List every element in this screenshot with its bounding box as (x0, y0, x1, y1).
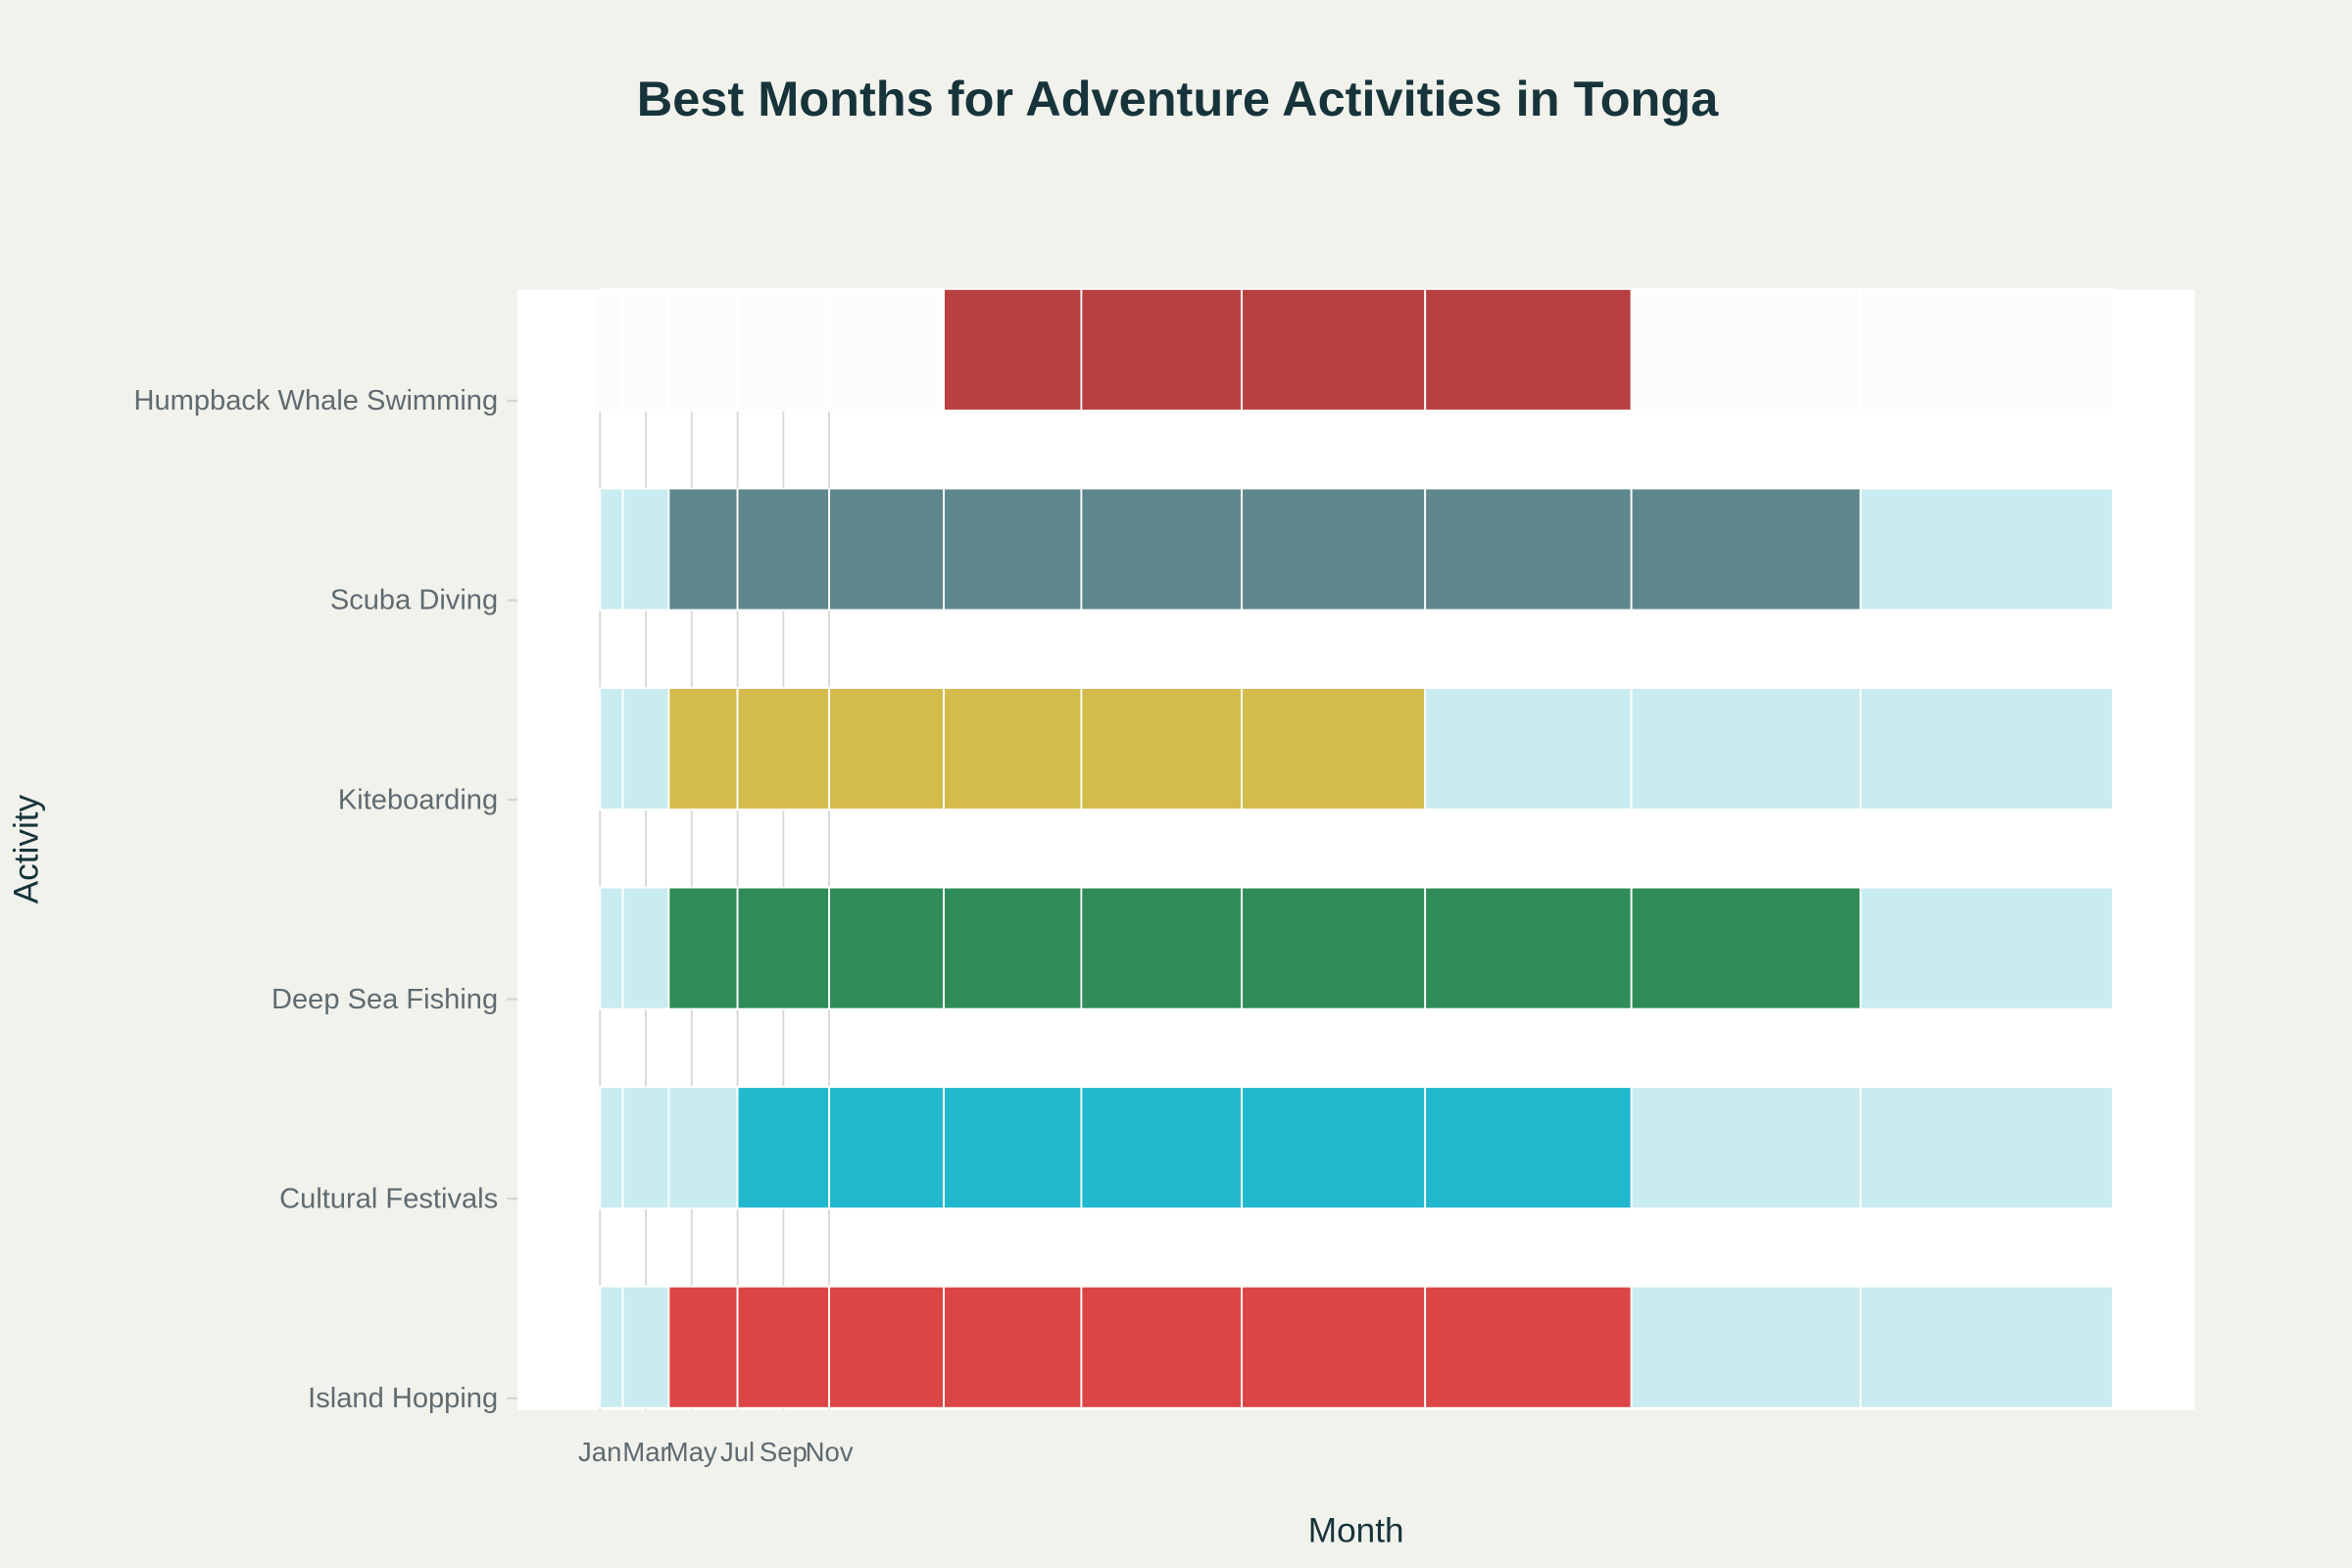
bar-segment-feb (599, 886, 624, 1010)
bar-segment-apr (667, 1285, 739, 1409)
bar-segment-oct (1424, 1086, 1633, 1210)
bar-segment-nov (1630, 1086, 1862, 1210)
bar-segment-jul (943, 287, 1083, 412)
bar-segment-aug (1080, 886, 1244, 1010)
y-axis-title: Activity (7, 794, 45, 904)
bar-segment-sep (1241, 687, 1427, 810)
bar-segment-mar (621, 287, 670, 412)
bar-segment-dec (1859, 687, 2114, 810)
bar-segment-oct (1424, 487, 1633, 612)
plot-background (517, 289, 2195, 1411)
bar-segment-mar (621, 487, 670, 612)
bar-segment-nov (1630, 1285, 1862, 1409)
x-tick-label: Nov (806, 1437, 854, 1467)
bar-segment-feb (599, 1285, 624, 1409)
bar-segment-sep (1241, 886, 1427, 1010)
bar-segment-aug (1080, 1285, 1244, 1409)
bar-segment-oct (1424, 687, 1633, 810)
x-tick-label: Jan (578, 1437, 621, 1467)
bar-segment-nov (1630, 487, 1862, 612)
bar-segment-apr (667, 487, 739, 612)
bar-segment-feb (599, 1086, 624, 1210)
bar-segment-feb (599, 687, 624, 810)
bar-segment-mar (621, 1285, 670, 1409)
bar-segment-nov (1630, 287, 1862, 412)
y-tick-label: Island Hopping (308, 1383, 498, 1414)
bar-segment-jul (943, 1086, 1083, 1210)
bar-segment-dec (1859, 886, 2114, 1010)
y-tick-label: Humpback Whale Swimming (133, 385, 498, 416)
bar-segment-apr (667, 886, 739, 1010)
bar-segment-nov (1630, 687, 1862, 810)
y-tick-label: Cultural Festivals (279, 1183, 498, 1214)
x-tick-label: Sep (760, 1437, 808, 1467)
y-tick-label: Kiteboarding (338, 784, 498, 815)
bar-segment-jun (828, 1285, 945, 1409)
chart-title: Best Months for Adventure Activities in … (637, 71, 1720, 126)
y-tick-label: Deep Sea Fishing (271, 984, 498, 1015)
bar-segment-jul (943, 886, 1083, 1010)
bar-segment-aug (1080, 487, 1244, 612)
bar-segment-oct (1424, 1285, 1633, 1409)
bar-segment-feb (599, 287, 624, 412)
bar-segment-aug (1080, 1086, 1244, 1210)
bar-segment-may (736, 487, 831, 612)
bar-segment-jun (828, 287, 945, 412)
bar-segment-jun (828, 886, 945, 1010)
bar-segment-jun (828, 1086, 945, 1210)
bar-segment-may (736, 287, 831, 412)
bar-segment-may (736, 687, 831, 810)
bar-segment-mar (621, 687, 670, 810)
bar-segment-apr (667, 1086, 739, 1210)
bar-segment-sep (1241, 487, 1427, 612)
bar-segment-dec (1859, 1285, 2114, 1409)
y-axis: Humpback Whale Swimming Scuba Diving Kiteb… (133, 385, 518, 1414)
bar-segment-apr (667, 687, 739, 810)
bar-segment-aug (1080, 287, 1244, 412)
bar-segment-may (736, 886, 831, 1010)
x-tick-label: Mar (622, 1437, 668, 1467)
bar-segment-apr (667, 287, 739, 412)
bar-segment-sep (1241, 287, 1427, 412)
bar-segment-dec (1859, 287, 2114, 412)
bar-segment-oct (1424, 287, 1633, 412)
bar-segment-mar (621, 1086, 670, 1210)
bar-segment-jun (828, 487, 945, 612)
x-tick-label: May (666, 1437, 717, 1467)
bar-segment-jul (943, 487, 1083, 612)
bar-segment-dec (1859, 487, 2114, 612)
bar-segment-dec (1859, 1086, 2114, 1210)
bar-segment-sep (1241, 1285, 1427, 1409)
bar-segment-jul (943, 687, 1083, 810)
x-grid (599, 289, 831, 1411)
y-tick-label: Scuba Diving (330, 585, 498, 616)
bar-segment-jul (943, 1285, 1083, 1409)
bar-segment-may (736, 1285, 831, 1409)
bar-segment-jun (828, 687, 945, 810)
x-tick-label: Jul (720, 1437, 755, 1467)
bar-segment-oct (1424, 886, 1633, 1010)
bar-segment-sep (1241, 1086, 1427, 1210)
bars (599, 287, 2114, 1409)
bar-segment-nov (1630, 886, 1862, 1010)
bar-segment-mar (621, 886, 670, 1010)
bar-segment-may (736, 1086, 831, 1210)
x-axis-title: Month (1308, 1512, 1404, 1550)
bar-segment-aug (1080, 687, 1244, 810)
bar-segment-feb (599, 487, 624, 612)
